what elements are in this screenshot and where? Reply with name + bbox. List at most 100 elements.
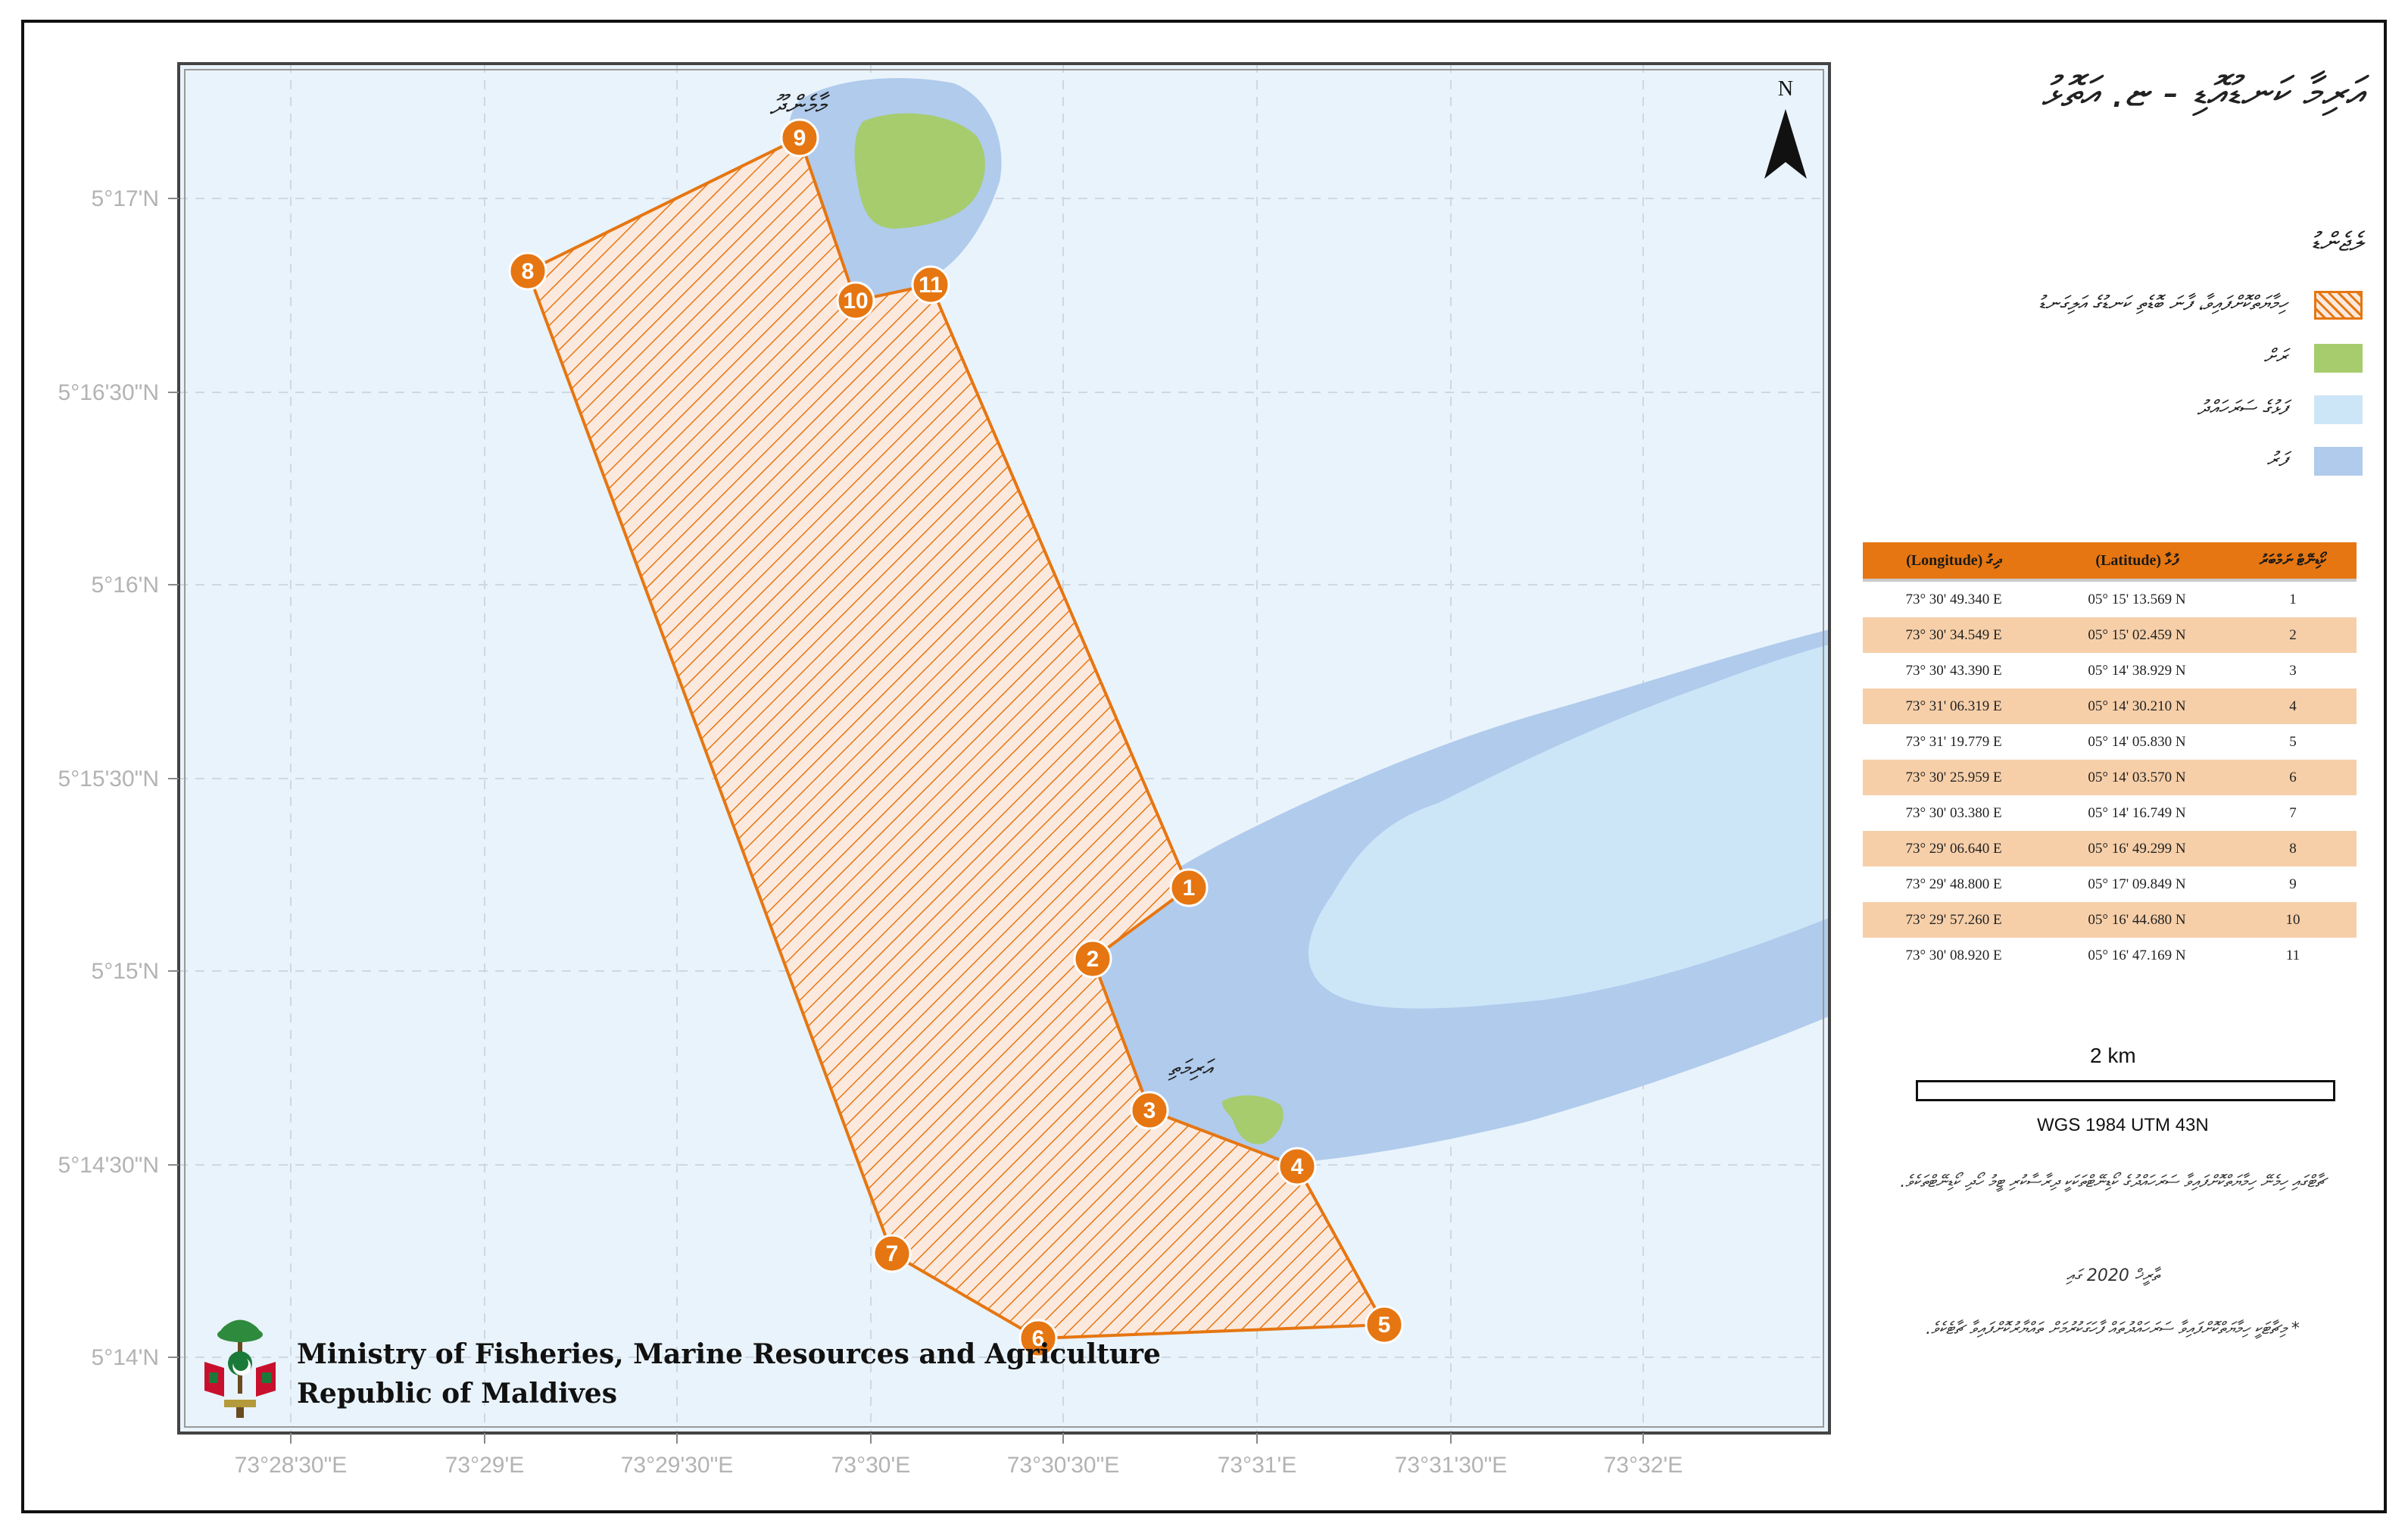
svg-text:4: 4 bbox=[1291, 1154, 1304, 1179]
svg-text:1: 1 bbox=[1183, 876, 1196, 901]
table-row: 73° 29' 57.260 E 05° 16' 44.680 N 10 bbox=[1863, 902, 2357, 938]
lon-label: 73°29'E bbox=[445, 1453, 524, 1478]
lon-label: 73°30'E bbox=[831, 1453, 910, 1478]
vertex-marker: 5 bbox=[1365, 1305, 1404, 1344]
vertex-marker: 7 bbox=[872, 1234, 912, 1273]
lon-label: 73°28'30"E bbox=[235, 1453, 348, 1478]
number-cell: 5 bbox=[2289, 733, 2297, 750]
map-title: އަރިމާ ކަނޑުއޮޑި - ޏ. އަތޮޅު bbox=[2041, 68, 2363, 117]
lat-label: 5°14'N bbox=[92, 1345, 159, 1370]
ministry-line2: Republic of Maldives bbox=[297, 1378, 617, 1410]
latitude-cell: 05° 16' 44.680 N bbox=[2045, 902, 2229, 938]
vertex-marker: 4 bbox=[1277, 1147, 1317, 1186]
legend-item-reef: ފަރު bbox=[1848, 447, 2363, 477]
lon-label: 73°32'E bbox=[1604, 1453, 1683, 1478]
vertex-marker: 2 bbox=[1073, 939, 1112, 979]
land-south-island bbox=[1222, 1095, 1284, 1144]
legend-item-lagoon: ފަޅުގެ ސަރަހައްދު bbox=[1848, 395, 2363, 426]
legend-heading: ލެޖެންޑު bbox=[2310, 227, 2363, 258]
longitude-cell: 73° 29' 06.640 E bbox=[1863, 831, 2045, 866]
latitude-cell: 05° 14' 16.749 N bbox=[2088, 804, 2186, 821]
lat-label: 5°16'30"N bbox=[58, 380, 159, 405]
lat-label: 5°15'N bbox=[92, 959, 159, 984]
svg-text:6: 6 bbox=[1032, 1326, 1045, 1351]
island-name-south: އަރިމަތި bbox=[1168, 1055, 1215, 1082]
map-border-inner bbox=[184, 69, 1824, 1428]
note-3: * މިޗާޓަކީ ހިމާޔަތްކޮށްފައިވާ ސަރަހައްދު… bbox=[1926, 1319, 2300, 1338]
vertex-marker: 9 bbox=[780, 118, 819, 158]
vertex-markers: 1 2 3 4 5 6 7 8 9 10 11 bbox=[508, 118, 1404, 1358]
vertex-marker: 1 bbox=[1169, 868, 1209, 907]
col-longitude: (Longitude) ދިގު bbox=[1863, 542, 2045, 582]
longitude-cell: 73° 30' 34.549 E bbox=[1863, 617, 2045, 653]
col-number: ކޯޑިނޭޓް ނަމްބަރު bbox=[2229, 542, 2357, 582]
island-name-north: މާމެންދޫ bbox=[769, 90, 830, 120]
table-row: 73° 30' 43.390 E 05° 14' 38.929 N 3 bbox=[1863, 653, 2357, 688]
lagoon bbox=[1308, 645, 1829, 1009]
longitude-cell: 73° 30' 25.959 E bbox=[1863, 760, 2045, 795]
number-cell: 1 bbox=[2289, 591, 2297, 607]
latitude-cell: 05° 17' 09.849 N bbox=[2088, 876, 2186, 892]
land-swatch-icon bbox=[2314, 344, 2363, 373]
table-row: 73° 29' 48.800 E 05° 17' 09.849 N 9 bbox=[1863, 866, 2357, 902]
svg-text:2: 2 bbox=[1087, 947, 1100, 972]
lat-label: 5°17'N bbox=[92, 186, 159, 211]
svg-text:11: 11 bbox=[919, 273, 943, 298]
svg-text:9: 9 bbox=[794, 126, 806, 151]
longitude-cell: 73° 30' 43.390 E bbox=[1905, 662, 2002, 679]
lon-label: 73°31'30"E bbox=[1395, 1453, 1508, 1478]
crs-label: WGS 1984 UTM 43N bbox=[2037, 1115, 2209, 1135]
latitude-cell: 05° 15' 13.569 N bbox=[2088, 591, 2186, 607]
lon-label: 73°31'E bbox=[1218, 1453, 1296, 1478]
map-frame bbox=[21, 20, 2387, 1513]
col-latitude: (Latitude) ފުޅާ bbox=[2045, 542, 2229, 582]
vertex-marker: 8 bbox=[508, 251, 547, 291]
lat-label: 5°15'30"N bbox=[58, 766, 159, 791]
ministry-name: Ministry of Fisheries, Marine Resources … bbox=[297, 1335, 1161, 1413]
number-cell: 9 bbox=[2289, 876, 2297, 892]
ministry-line1: Ministry of Fisheries, Marine Resources … bbox=[297, 1338, 1161, 1370]
table-row: 73° 30' 49.340 E 05° 15' 13.569 N 1 bbox=[1863, 580, 2357, 617]
longitude-cell: 73° 29' 57.260 E bbox=[1863, 902, 2045, 938]
longitude-cell: 73° 30' 49.340 E bbox=[1905, 591, 2002, 607]
lon-labels: 73°28'30"E 73°29'E 73°29'30"E 73°30'E 73… bbox=[235, 1453, 1683, 1478]
number-cell: 4 bbox=[2229, 688, 2357, 724]
vertex-marker: 11 bbox=[911, 265, 950, 304]
hatch-swatch-icon bbox=[2314, 291, 2363, 320]
longitude-cell: 73° 30' 03.380 E bbox=[1905, 804, 2002, 821]
number-cell: 6 bbox=[2229, 760, 2357, 795]
legend-panel: އަރިމާ ކަނޑުއޮޑި - ޏ. އަތޮޅު ލެޖެންޑު ހި… bbox=[1848, 45, 2363, 1485]
lat-label: 5°16'N bbox=[92, 573, 159, 598]
land-north-island bbox=[854, 113, 985, 229]
scale-label: 2 km bbox=[2090, 1044, 2136, 1067]
north-arrow-icon: N bbox=[1764, 77, 1807, 179]
vertex-marker: 10 bbox=[836, 281, 875, 320]
svg-text:8: 8 bbox=[522, 259, 535, 284]
lon-label: 73°29'30"E bbox=[621, 1453, 734, 1478]
lat-label: 5°14'30"N bbox=[58, 1153, 159, 1178]
longitude-cell: 73° 30' 08.920 E bbox=[1905, 947, 2002, 963]
latitude-cell: 05° 14' 30.210 N bbox=[2045, 688, 2229, 724]
svg-text:3: 3 bbox=[1143, 1098, 1156, 1123]
number-cell: 8 bbox=[2229, 831, 2357, 866]
longitude-cell: 73° 31' 19.779 E bbox=[1905, 733, 2002, 750]
number-cell: 11 bbox=[2285, 947, 2300, 963]
legend-item-protected: ހިމާޔަތްކޮށްފައިވާ، ފާނަ ބޮޑެތި ކަނޑުގެ … bbox=[1848, 291, 2363, 321]
scale-bar bbox=[1916, 1080, 2335, 1101]
latitude-cell: 05° 16' 47.169 N bbox=[2088, 947, 2186, 963]
number-cell: 2 bbox=[2229, 617, 2357, 653]
vertex-marker: 6 bbox=[1018, 1319, 1058, 1358]
table-row: 73° 31' 19.779 E 05° 14' 05.830 N 5 bbox=[1863, 724, 2357, 760]
svg-text:5: 5 bbox=[1378, 1313, 1391, 1338]
svg-text:10: 10 bbox=[843, 289, 868, 314]
latitude-cell: 05° 14' 05.830 N bbox=[2088, 733, 2186, 750]
number-cell: 7 bbox=[2289, 804, 2297, 821]
legend-item-land: ރަށް bbox=[1848, 344, 2363, 374]
number-cell: 3 bbox=[2289, 662, 2297, 679]
table-row: 73° 30' 08.920 E 05° 16' 47.169 N 11 bbox=[1863, 938, 2357, 973]
maldives-emblem-icon bbox=[204, 1319, 276, 1418]
